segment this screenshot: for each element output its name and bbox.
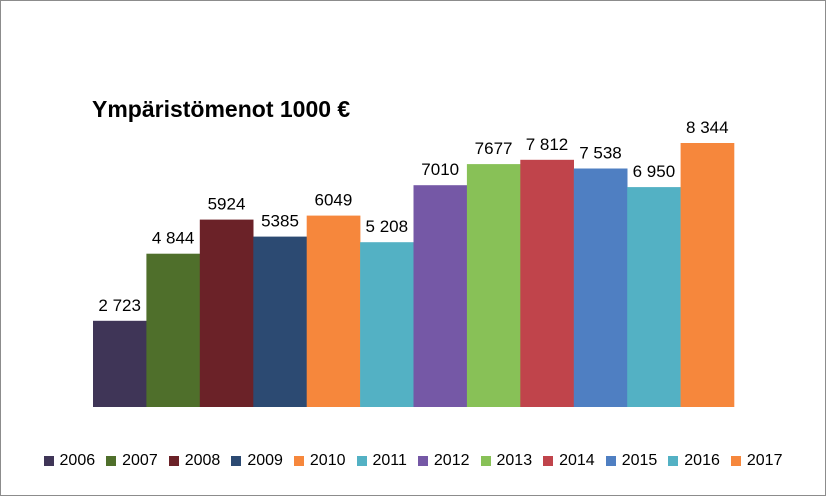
legend-swatch bbox=[168, 456, 179, 466]
bar-2006 bbox=[93, 320, 147, 407]
legend-label: 2011 bbox=[372, 452, 407, 469]
data-label-2012: 7010 bbox=[421, 160, 459, 179]
legend-swatch bbox=[480, 456, 491, 466]
legend-item-2007: 2007 bbox=[106, 452, 158, 470]
legend-label: 2010 bbox=[309, 452, 346, 469]
data-label-2008: 5924 bbox=[208, 195, 246, 214]
legend-label: 2013 bbox=[496, 452, 533, 469]
legend-swatch bbox=[43, 456, 54, 466]
data-label-2007: 4 844 bbox=[152, 229, 195, 248]
bar-2010 bbox=[306, 215, 361, 407]
legend-swatch bbox=[293, 456, 304, 466]
legend-swatch bbox=[106, 456, 117, 466]
legend-label: 2008 bbox=[184, 452, 221, 469]
data-label-2006: 2 723 bbox=[98, 296, 141, 315]
data-label-2017: 8 344 bbox=[686, 118, 729, 137]
legend-item-2012: 2012 bbox=[417, 452, 470, 470]
bar-2014 bbox=[520, 159, 574, 407]
legend-item-2015: 2015 bbox=[605, 452, 658, 470]
legend-item-2014: 2014 bbox=[543, 452, 595, 470]
legend-label: 2017 bbox=[746, 452, 783, 469]
legend-label: 2015 bbox=[621, 452, 658, 469]
legend-swatch bbox=[605, 456, 616, 466]
legend-swatch bbox=[231, 456, 242, 466]
legend-item-2011: 2011 bbox=[356, 452, 407, 470]
legend-swatch bbox=[668, 456, 679, 466]
chart-title: Ympäristömenot 1000 € bbox=[92, 96, 351, 122]
legend-label: 2014 bbox=[559, 452, 595, 469]
bar-2015 bbox=[573, 168, 628, 407]
legend-item-2010: 2010 bbox=[293, 452, 346, 470]
legend-item-2006: 2006 bbox=[43, 452, 96, 470]
bar-2017 bbox=[680, 143, 735, 407]
legend-swatch bbox=[356, 456, 367, 466]
bar-2009 bbox=[253, 236, 307, 407]
legend-label: 2009 bbox=[247, 452, 283, 469]
legend-item-2013: 2013 bbox=[480, 452, 533, 470]
data-label-2013: 7677 bbox=[475, 139, 513, 158]
bar-2007 bbox=[146, 253, 201, 407]
data-label-2015: 7 538 bbox=[579, 144, 622, 163]
legend-item-2017: 2017 bbox=[730, 452, 783, 470]
data-label-2014: 7 812 bbox=[526, 135, 569, 154]
legend-item-2008: 2008 bbox=[168, 452, 221, 470]
legend-label: 2016 bbox=[684, 452, 720, 469]
bar-2013 bbox=[466, 164, 521, 407]
bar-2008 bbox=[199, 219, 254, 407]
bar-2016 bbox=[627, 187, 681, 407]
legend-swatch bbox=[730, 456, 741, 466]
data-label-2010: 6049 bbox=[314, 191, 352, 210]
legend-item-2009: 2009 bbox=[231, 452, 283, 470]
bar-2012 bbox=[413, 185, 468, 407]
bar-2011 bbox=[360, 242, 414, 407]
legend-label: 2012 bbox=[433, 452, 470, 469]
data-label-2011: 5 208 bbox=[366, 217, 409, 236]
legend-swatch bbox=[417, 456, 428, 466]
data-label-2009: 5385 bbox=[261, 212, 299, 231]
legend-label: 2007 bbox=[122, 452, 158, 469]
chart-legend: 2006 2007 2008 2009 2010 2011 2012 2013 2014 2015… bbox=[0, 450, 826, 472]
legend-label: 2006 bbox=[59, 452, 96, 469]
legend-item-2016: 2016 bbox=[668, 452, 720, 470]
data-label-2016: 6 950 bbox=[633, 162, 676, 181]
legend-swatch bbox=[543, 456, 554, 466]
